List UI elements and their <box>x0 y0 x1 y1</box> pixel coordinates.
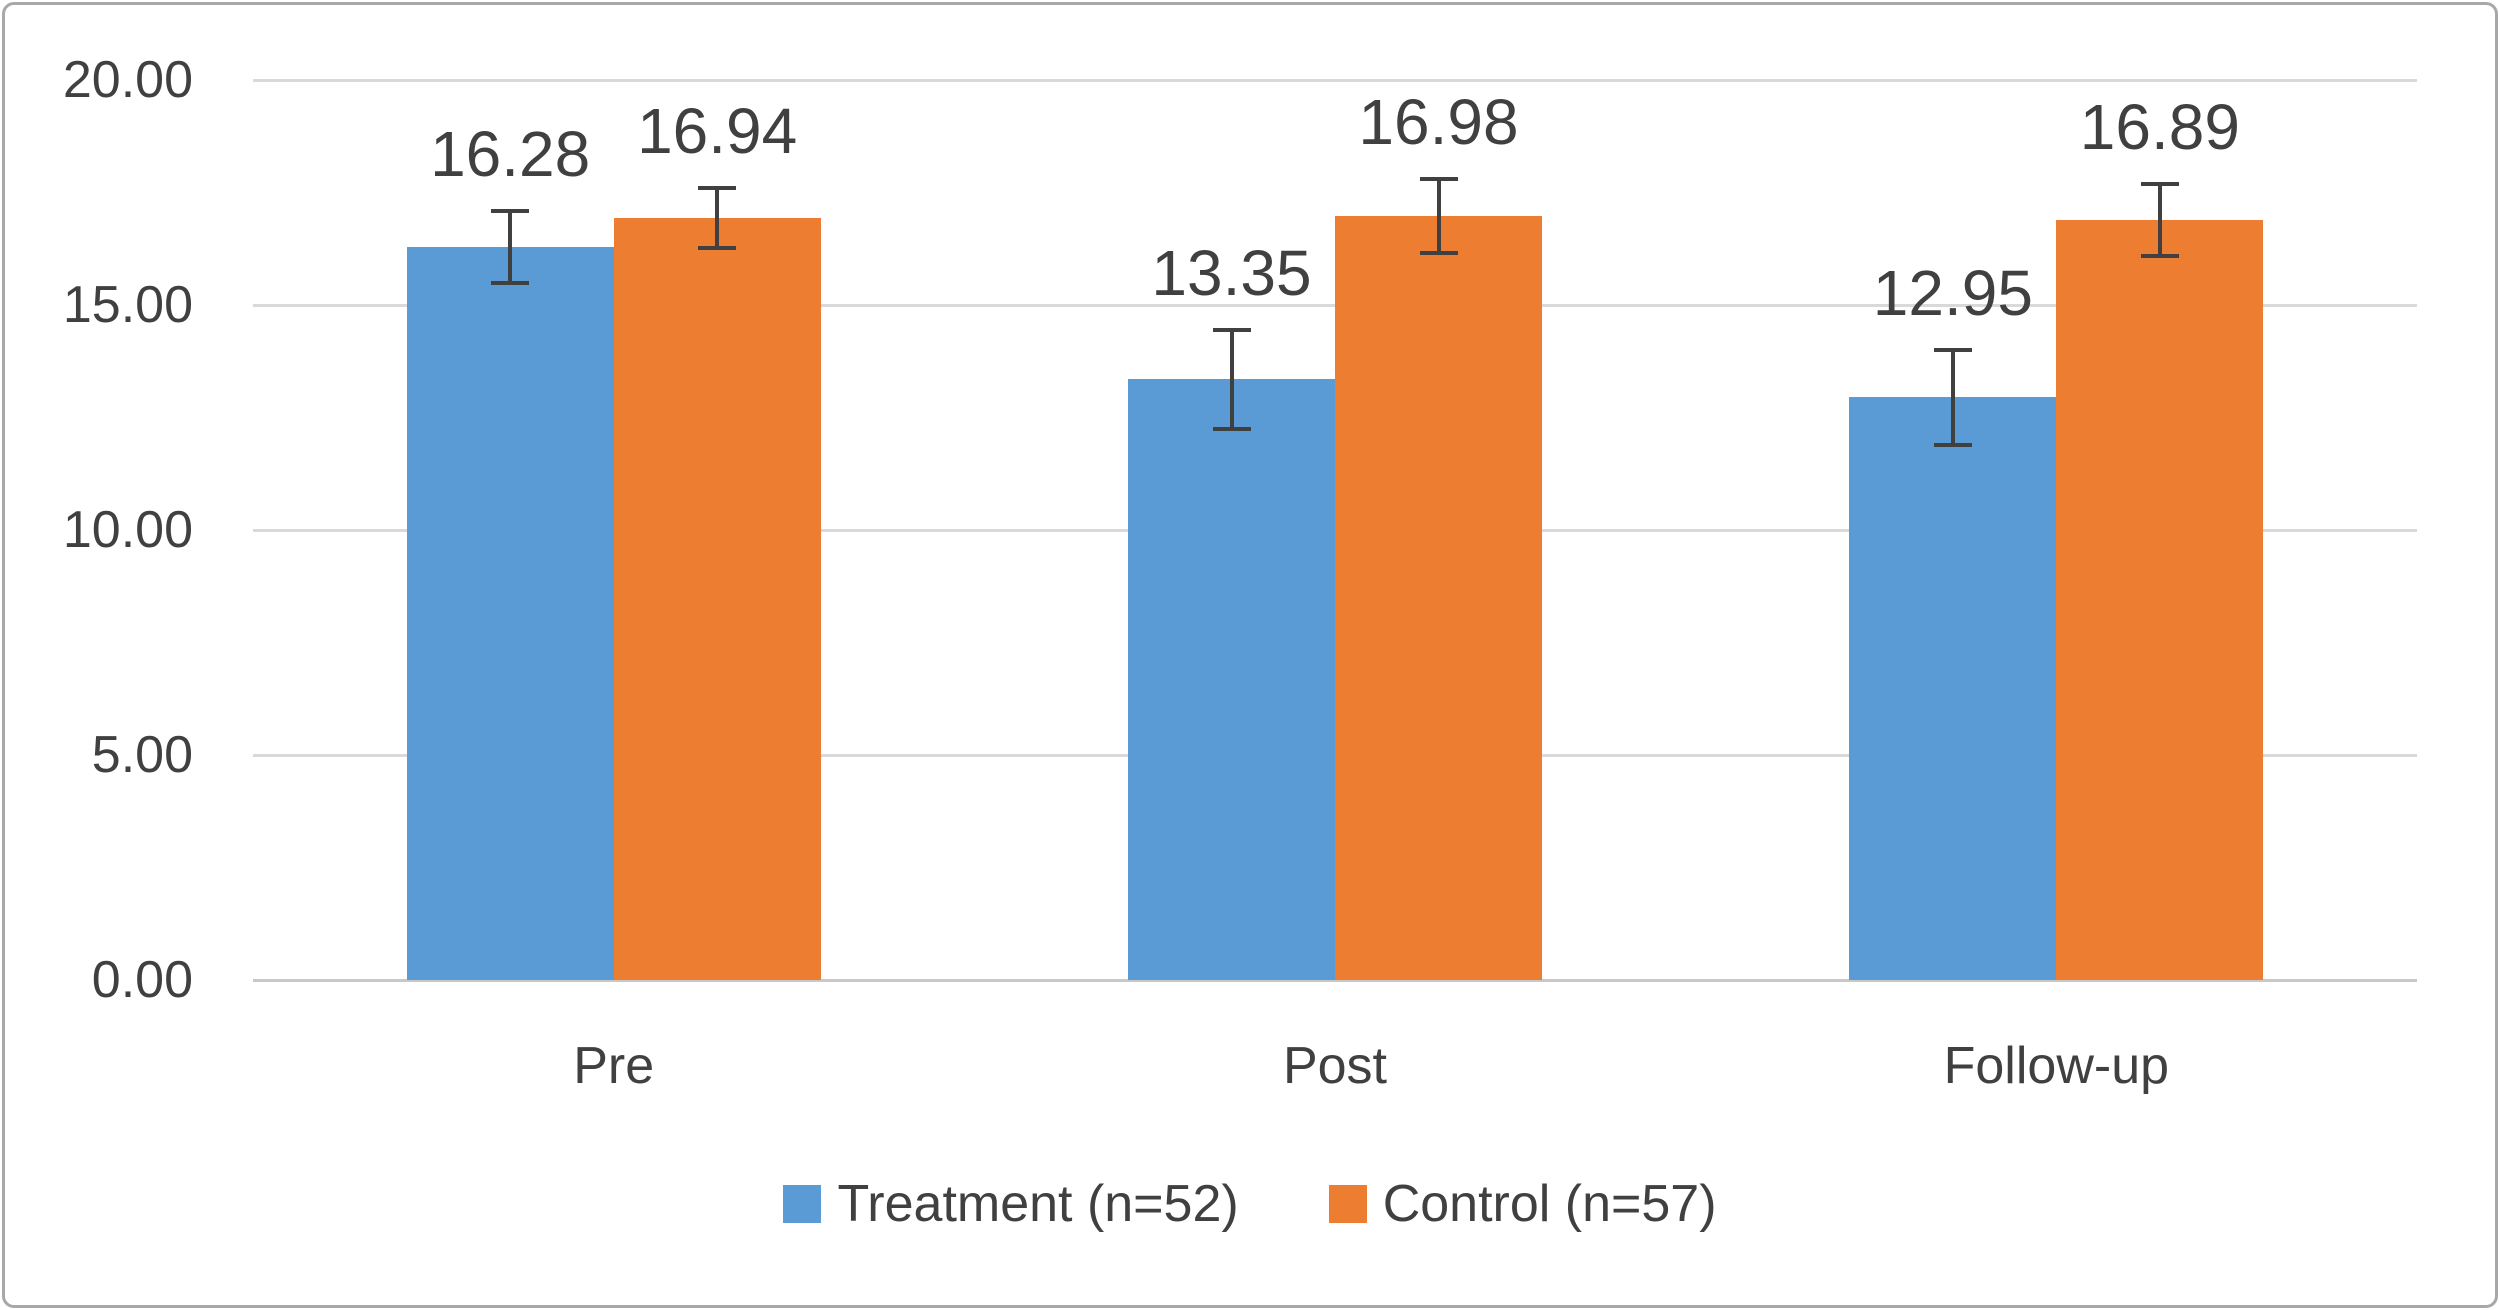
data-label-control-follow-up: 16.89 <box>2079 90 2240 163</box>
legend-item-control: Control (n=57) <box>1328 1174 1717 1234</box>
legend-swatch-treatment <box>783 1185 822 1223</box>
data-label-control-post: 16.98 <box>1358 86 1519 158</box>
bar-control-pre <box>613 217 821 980</box>
y-tick-label-15.00: 15.00 <box>62 276 193 334</box>
chart-legend: Treatment (n=52) Control (n=57) <box>0 1173 2500 1235</box>
error-bar-cap-top-treatment-pre <box>491 209 530 214</box>
error-bar-cap-bottom-control-pre <box>698 245 737 250</box>
category-label-post: Post <box>1282 1037 1388 1095</box>
legend-swatch-control <box>1328 1185 1367 1223</box>
error-bar-cap-bottom-treatment-follow-up <box>1933 442 1972 447</box>
bar-treatment-pre <box>406 247 614 980</box>
data-label-treatment-post: 13.35 <box>1151 236 1312 309</box>
bar-treatment-follow-up <box>1849 397 2057 980</box>
error-bar-cap-top-treatment-follow-up <box>1933 348 1972 352</box>
legend-item-treatment: Treatment (n=52) <box>783 1174 1239 1234</box>
error-bar-treatment-post <box>1229 329 1234 429</box>
error-bar-control-pre <box>715 187 720 248</box>
data-label-treatment-follow-up: 12.95 <box>1872 257 2033 329</box>
error-bar-cap-top-control-post <box>1419 177 1458 181</box>
x-axis-line <box>253 978 2417 982</box>
error-bar-cap-bottom-treatment-post <box>1212 426 1251 431</box>
error-bar-control-post <box>1436 179 1441 253</box>
bar-control-post <box>1335 215 1542 980</box>
error-bar-cap-top-control-follow-up <box>2140 181 2179 186</box>
error-bar-cap-bottom-control-post <box>1419 250 1458 255</box>
error-bar-treatment-follow-up <box>1950 350 1955 445</box>
error-bar-treatment-pre <box>508 211 513 284</box>
bar-treatment-post <box>1128 379 1335 980</box>
error-bar-cap-top-control-pre <box>698 185 737 190</box>
error-bar-cap-bottom-control-follow-up <box>2140 254 2179 259</box>
error-bar-cap-bottom-treatment-pre <box>491 281 530 286</box>
y-tick-label-0.00: 0.00 <box>91 951 193 1009</box>
gridline-20 <box>253 78 2417 82</box>
y-tick-label-20.00: 20.00 <box>62 51 193 109</box>
error-bar-control-follow-up <box>2157 183 2162 257</box>
data-label-control-pre: 16.94 <box>637 94 798 167</box>
data-label-treatment-pre: 16.28 <box>430 118 591 191</box>
category-label-pre: Pre <box>573 1037 655 1095</box>
y-tick-label-10.00: 10.00 <box>62 501 193 559</box>
y-tick-label-5.00: 5.00 <box>91 726 193 784</box>
legend-label-treatment: Treatment (n=52) <box>837 1175 1239 1233</box>
legend-label-control: Control (n=57) <box>1382 1175 1717 1233</box>
error-bar-cap-top-treatment-post <box>1212 327 1251 332</box>
category-label-follow-up: Follow-up <box>1943 1037 2170 1095</box>
bar-control-follow-up <box>2056 219 2264 980</box>
